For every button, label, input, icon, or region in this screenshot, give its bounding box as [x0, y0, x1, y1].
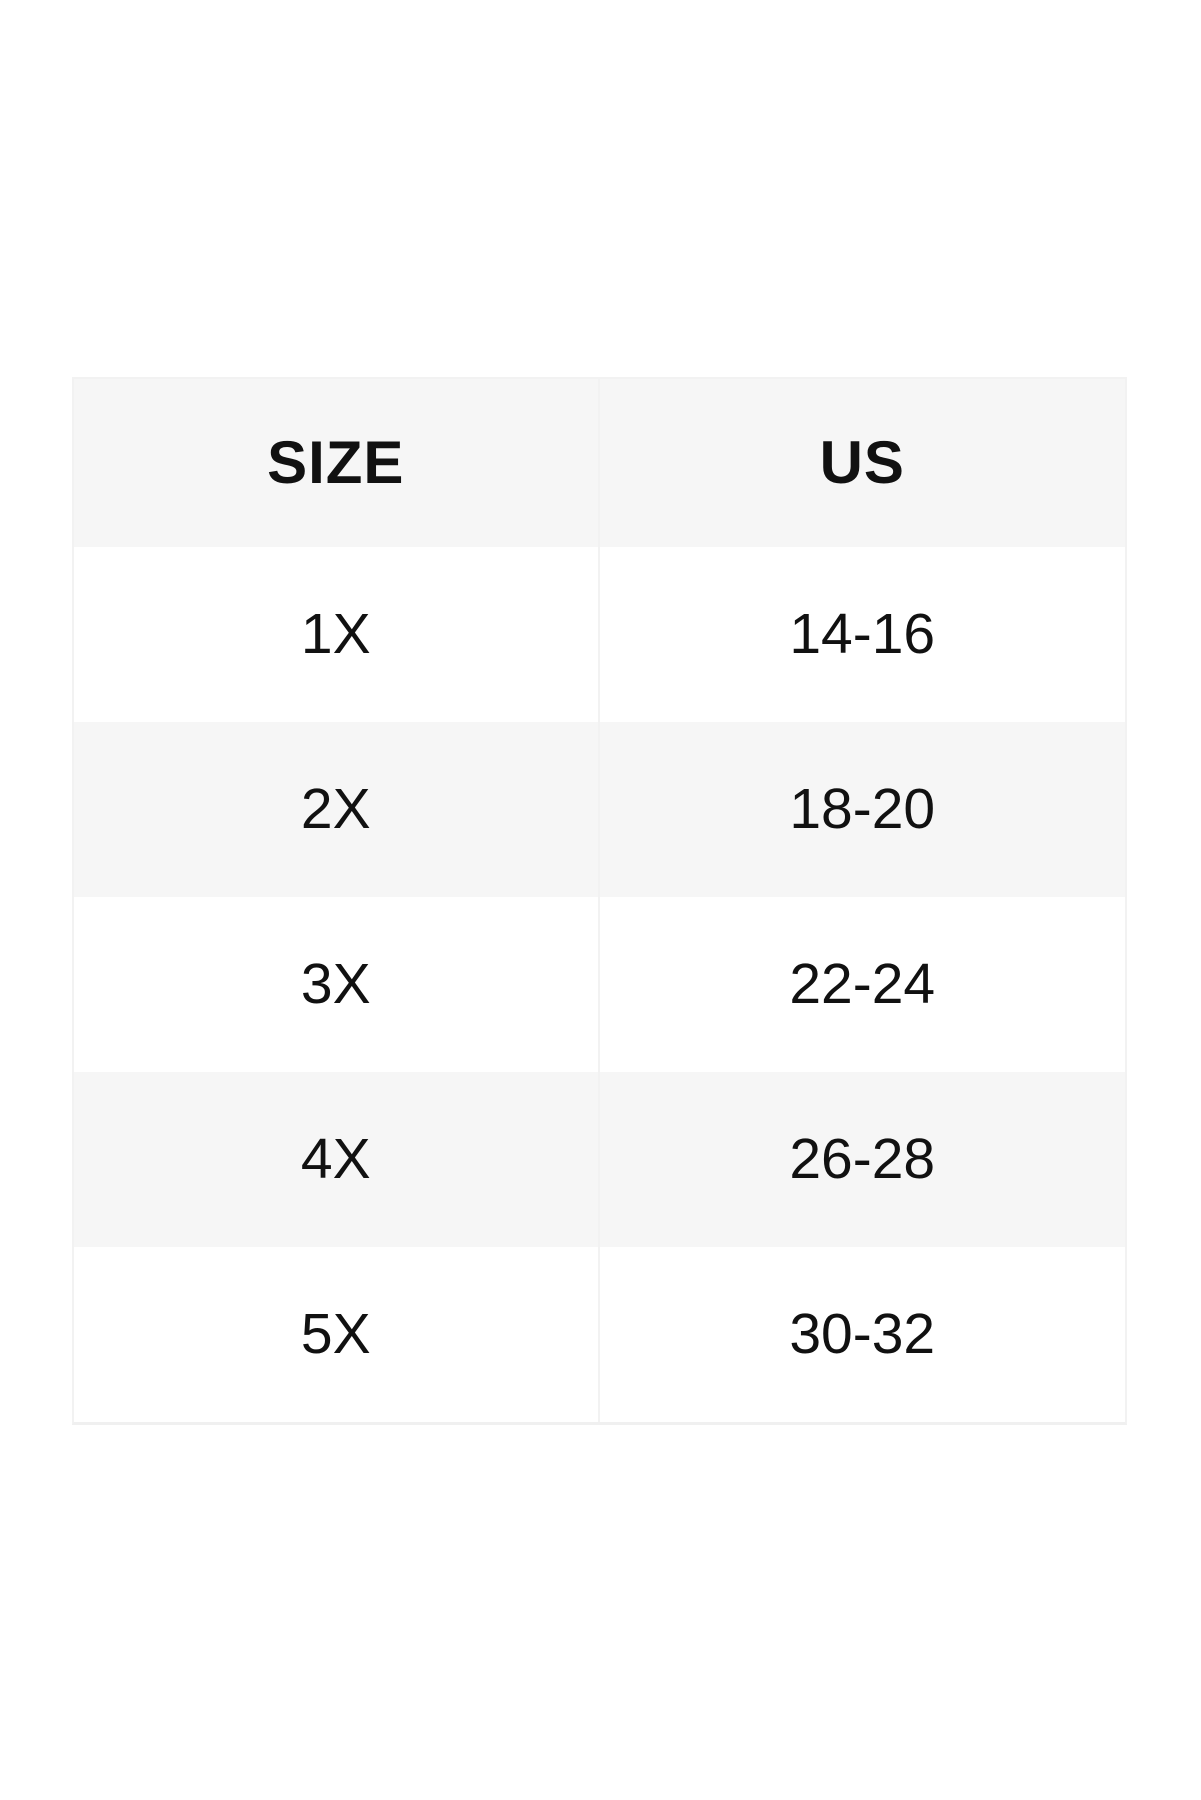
- cell-size: 5X: [74, 1247, 600, 1422]
- header-cell-size: SIZE: [74, 379, 600, 547]
- cell-size: 4X: [74, 1072, 600, 1247]
- cell-size: 3X: [74, 897, 600, 1072]
- table-row-3x: 3X 22-24: [74, 897, 1125, 1072]
- cell-us: 30-32: [789, 1302, 936, 1366]
- size-chart-header-row: SIZE US: [74, 379, 1125, 547]
- header-cell-us: US: [819, 429, 905, 496]
- table-row-4x: 4X 26-28: [74, 1072, 1125, 1247]
- cell-size: 1X: [74, 547, 600, 722]
- table-row-2x: 2X 18-20: [74, 722, 1125, 897]
- cell-us: 14-16: [789, 602, 936, 666]
- table-row-5x: 5X 30-32: [74, 1247, 1125, 1422]
- cell-us: 22-24: [789, 952, 936, 1016]
- cell-size: 2X: [74, 722, 600, 897]
- cell-us: 18-20: [789, 777, 936, 841]
- size-chart-table: SIZE US 1X 14-16 2X 18-20 3X 22-24 4X 26…: [72, 377, 1127, 1425]
- cell-us: 26-28: [789, 1127, 936, 1191]
- table-row-1x: 1X 14-16: [74, 547, 1125, 722]
